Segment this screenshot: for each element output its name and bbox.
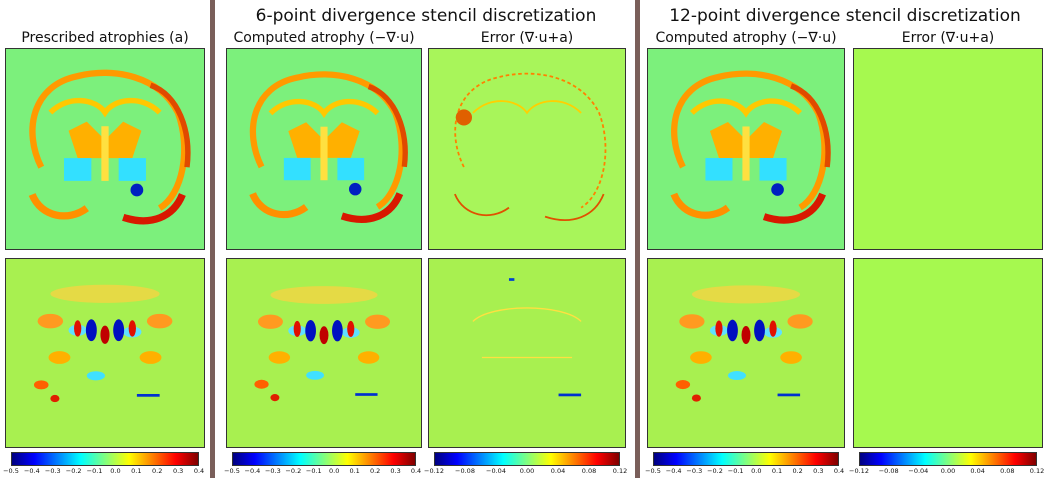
- colorbar-tick-label: 0.3: [813, 467, 824, 475]
- colorbar-tick-label: −0.04: [486, 467, 506, 475]
- colorbar-tick-label: −0.04: [908, 467, 929, 475]
- colorbar-tick-label: −0.1: [86, 467, 103, 475]
- colorbar-tick-label: −0.3: [44, 467, 61, 475]
- image-content: [254, 286, 391, 402]
- image-content: [472, 277, 582, 397]
- colorbar: [653, 452, 839, 466]
- image-content: [675, 285, 813, 402]
- top-image: [853, 48, 1043, 250]
- panel-label: Error (∇·u+a): [901, 30, 995, 46]
- colorbar-tick-label: 0.4: [193, 467, 205, 475]
- image-content: [32, 73, 188, 221]
- colorbar-tick-label: 0.2: [792, 467, 803, 475]
- colorbar-tick-label: −0.2: [707, 467, 723, 475]
- colorbar-tick-label: 0.08: [581, 467, 597, 475]
- panel-label: Error (∇·u+a): [480, 30, 574, 46]
- colorbar-tick-label: 0.12: [1029, 467, 1045, 475]
- panel: Computed atrophy (−∇·u) −0.5 −0.4 −0.3 −0.2−…: [645, 30, 845, 476]
- colorbar-tick-label: 0.3: [172, 467, 184, 475]
- colorbar-tick-label: 0.00: [940, 467, 956, 475]
- colorbar-tick-label: −0.12: [849, 467, 869, 475]
- colorbar-tick-label: −0.12: [424, 467, 444, 475]
- bottom-image: [853, 258, 1043, 448]
- colorbar: [434, 452, 620, 466]
- panel: Error (∇·u+a) −0.12 −0.08 −0.04 0.00 0.04 0.08…: [424, 30, 627, 476]
- image-content: [674, 74, 828, 220]
- panel: Prescribed atrophies (a) −0.5 −0.4 −0.3 −0.2…: [3, 30, 205, 476]
- colorbar-tick-label: 0.12: [612, 467, 628, 475]
- image-content: [253, 74, 406, 219]
- colorbar-tick-label: 0.0: [751, 467, 762, 475]
- colorbar-tick-label: 0.1: [131, 467, 142, 475]
- colorbar-ticks: −0.5 −0.4 −0.3 −0.2 −0.1 0.0 0.1 0.2 0.3 0.4: [224, 466, 421, 476]
- colorbar-tick-label: 0.2: [369, 467, 381, 475]
- group-title: 6-point divergence stencil discretizatio…: [255, 6, 597, 26]
- panel: Computed atrophy (−∇·u) −0.5 −0.4 −0.3 −0.2−…: [224, 30, 422, 476]
- separator: [210, 0, 215, 478]
- colorbar-tick-label: 0.4: [833, 467, 845, 475]
- colorbar-tick-label: 0.4: [410, 467, 422, 475]
- colorbar-tick-label: −0.2: [285, 467, 302, 475]
- colorbar: [859, 452, 1037, 466]
- colorbar: [11, 452, 199, 466]
- colorbar-ticks: −0.5 −0.4 −0.3 −0.2 −0.1 0.0 0.1 0.2 0.3 0.4: [3, 466, 204, 476]
- colorbar-tick-label: −0.1: [305, 467, 322, 475]
- colorbar-tick-label: 0.04: [970, 467, 985, 475]
- bottom-image: [647, 258, 845, 448]
- bottom-image: [226, 258, 422, 448]
- colorbar-tick-label: 0.3: [390, 467, 401, 475]
- colorbar-tick-label: −0.4: [23, 467, 40, 475]
- top-image: [226, 48, 422, 250]
- bottom-image: [428, 258, 626, 448]
- colorbar-ticks: −0.5 −0.4 −0.3 −0.2 −0.1 0.0 0.1 0.2 0.3 0.4: [645, 466, 844, 476]
- panel: Error (∇·u+a) −0.12 −0.08 −0.04 0.00 0.04 0.08…: [849, 30, 1044, 476]
- colorbar-tick-label: 0.0: [110, 467, 121, 475]
- colorbar-tick-label: −0.4: [244, 467, 261, 475]
- panel-label: Computed atrophy (−∇·u): [233, 30, 415, 46]
- colorbar-tick-label: 0.2: [152, 467, 163, 475]
- colorbar-tick-label: −0.4: [665, 467, 682, 475]
- colorbar-tick-label: −0.3: [686, 467, 703, 475]
- colorbar-tick-label: −0.3: [264, 467, 281, 475]
- top-image: [5, 48, 205, 250]
- top-image: [428, 48, 626, 250]
- colorbar-tick-label: 0.08: [1000, 467, 1015, 475]
- colorbar-tick-label: −0.5: [3, 467, 19, 475]
- image-content: [453, 72, 607, 222]
- colorbar-tick-label: −0.5: [224, 467, 240, 475]
- colorbar-tick-label: −0.08: [455, 467, 475, 475]
- panel-label: Computed atrophy (−∇·u): [655, 30, 837, 46]
- group-title: 12-point divergence stencil discretizati…: [669, 6, 1021, 26]
- colorbar-tick-label: −0.5: [645, 467, 661, 475]
- panel-label: Prescribed atrophies (a): [21, 30, 189, 46]
- separator: [635, 0, 640, 478]
- colorbar: [232, 452, 416, 466]
- colorbar-tick-label: 0.1: [771, 467, 783, 475]
- colorbar-tick-label: −0.1: [727, 467, 744, 475]
- colorbar-tick-label: 0.0: [329, 467, 340, 475]
- colorbar-tick-label: 0.00: [519, 467, 535, 475]
- bottom-image: [5, 258, 205, 448]
- colorbar-tick-label: 0.04: [550, 467, 566, 475]
- colorbar-tick-label: −0.2: [65, 467, 82, 475]
- colorbar-tick-label: −0.08: [878, 467, 899, 475]
- colorbar-ticks: −0.12 −0.08 −0.04 0.00 0.04 0.08 0.12: [849, 466, 1044, 476]
- colorbar-tick-label: 0.1: [349, 467, 360, 475]
- top-image: [647, 48, 845, 250]
- image-content: [33, 284, 173, 403]
- colorbar-ticks: −0.12 −0.08 −0.04 0.00 0.04 0.08 0.12: [424, 466, 627, 476]
